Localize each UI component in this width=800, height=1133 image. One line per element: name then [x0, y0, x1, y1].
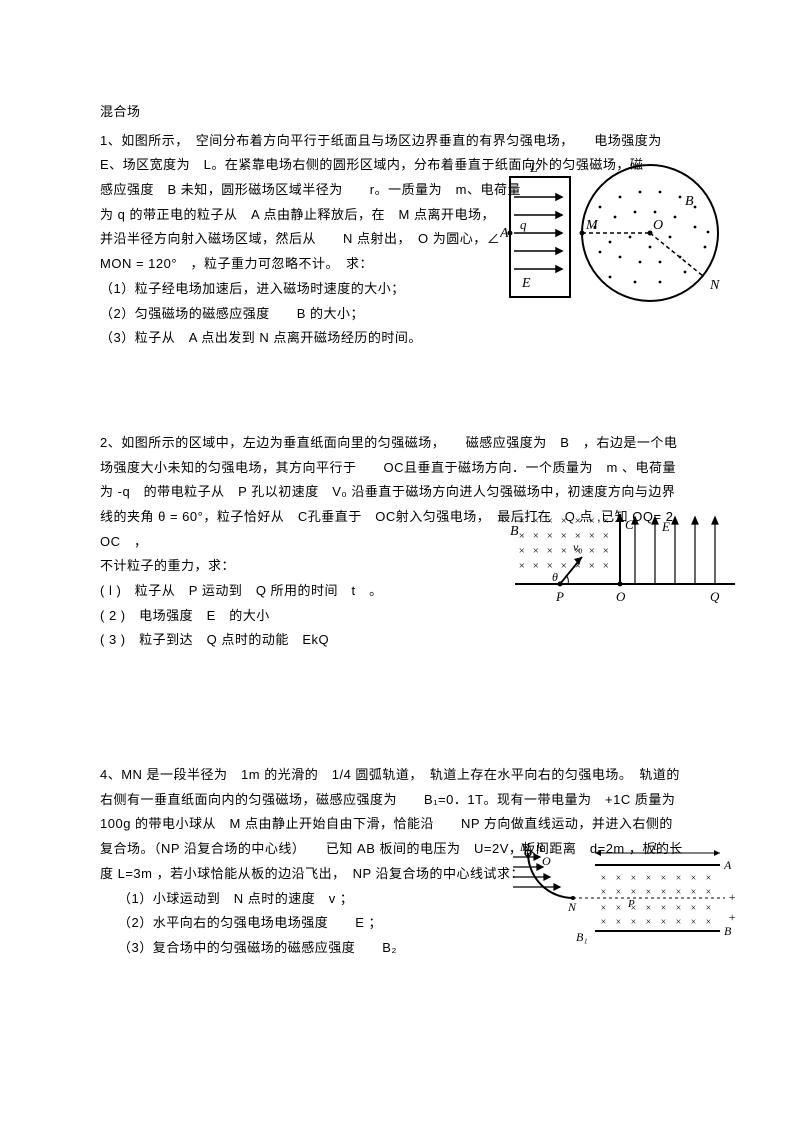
- svg-text:×: ×: [615, 887, 622, 898]
- svg-text:×: ×: [532, 560, 539, 572]
- svg-text:×: ×: [675, 917, 682, 928]
- svg-text:×: ×: [630, 917, 637, 928]
- p1-line: 1、如图所示， 空间分布着方向平行于纸面且与场区边界垂直的有界匀强电场， 电场强…: [100, 129, 700, 154]
- svg-text:×: ×: [705, 917, 712, 928]
- figure-2: ××××××× ××××××× ××××××× ×××××××: [510, 509, 740, 628]
- problem-2: 2、如图所示的区域中，左边为垂直纸面向里的匀强磁场， 磁感应强度为 B ，右边是…: [100, 431, 700, 653]
- svg-text:B: B: [510, 524, 519, 539]
- svg-text:A: A: [723, 858, 732, 872]
- section-title: 混合场: [100, 100, 700, 125]
- svg-text:×: ×: [645, 887, 652, 898]
- svg-text:×: ×: [630, 887, 637, 898]
- svg-text:×: ×: [600, 917, 607, 928]
- svg-text:×: ×: [532, 545, 539, 557]
- svg-text:q: q: [520, 217, 527, 232]
- p4-line: 4、MN 是一段半径为 1m 的光滑的 1/4 圆弧轨道， 轨道上存在水平向右的…: [100, 763, 700, 788]
- svg-text:×: ×: [690, 903, 697, 914]
- svg-text:v₀: v₀: [573, 540, 583, 554]
- svg-text:×: ×: [518, 545, 525, 557]
- p2-line: 为 -q 的带电粒子从 P 孔以初速度 V₀ 沿垂直于磁场方向进人匀强磁场中，初…: [100, 480, 700, 505]
- svg-text:E: E: [521, 276, 531, 291]
- svg-text:×: ×: [518, 530, 525, 542]
- svg-text:×: ×: [690, 873, 697, 884]
- svg-text:P: P: [555, 589, 564, 604]
- svg-text:×: ×: [600, 903, 607, 914]
- p2-line: ( 3 ) 粒子到达 Q 点时的动能 EkQ: [100, 628, 700, 653]
- svg-text:+: +: [728, 890, 736, 904]
- svg-text:Q: Q: [710, 589, 720, 604]
- svg-text:×: ×: [660, 903, 667, 914]
- problem-4: 4、MN 是一段半径为 1m 的光滑的 1/4 圆弧轨道， 轨道上存在水平向右的…: [100, 763, 700, 961]
- svg-text:×: ×: [600, 873, 607, 884]
- p1-line: （3）粒子从 A 点出发到 N 点离开磁场经历的时间。: [100, 326, 700, 351]
- svg-text:B: B: [724, 924, 732, 938]
- svg-text:×: ×: [660, 873, 667, 884]
- svg-text:×: ×: [675, 873, 682, 884]
- figure-4: ×××××××× ×××××××× ×××××××× ×××××××× M R …: [510, 843, 740, 957]
- svg-text:×: ×: [615, 873, 622, 884]
- svg-text:×: ×: [615, 903, 622, 914]
- svg-text:×: ×: [532, 515, 539, 527]
- svg-text:×: ×: [588, 530, 595, 542]
- svg-text:×: ×: [546, 515, 553, 527]
- svg-text:×: ×: [660, 887, 667, 898]
- svg-text:E: E: [661, 519, 670, 534]
- svg-text:×: ×: [602, 560, 609, 572]
- svg-text:×: ×: [602, 545, 609, 557]
- p2-line: 2、如图所示的区域中，左边为垂直纸面向里的匀强磁场， 磁感应强度为 B ，右边是…: [100, 431, 700, 456]
- svg-text:×: ×: [588, 560, 595, 572]
- svg-text:×: ×: [675, 887, 682, 898]
- svg-text:×: ×: [705, 887, 712, 898]
- svg-text:×: ×: [645, 903, 652, 914]
- p4-line: 100g 的带电小球从 M 点由静止开始自由下滑，恰能沿 NP 方向做直线运动，…: [100, 812, 700, 837]
- svg-text:O: O: [653, 218, 663, 233]
- svg-text:N: N: [567, 900, 577, 914]
- svg-text:O: O: [542, 854, 551, 868]
- svg-text:×: ×: [532, 530, 539, 542]
- svg-text:C: C: [625, 517, 634, 532]
- svg-text:×: ×: [675, 903, 682, 914]
- svg-text:×: ×: [602, 530, 609, 542]
- svg-text:L: L: [529, 161, 538, 176]
- svg-text:×: ×: [518, 515, 525, 527]
- svg-text:×: ×: [560, 515, 567, 527]
- svg-text:θ: θ: [552, 570, 558, 584]
- svg-text:×: ×: [705, 903, 712, 914]
- svg-text:P: P: [627, 898, 635, 910]
- svg-text:×: ×: [645, 873, 652, 884]
- svg-text:O: O: [616, 589, 626, 604]
- svg-text:×: ×: [630, 873, 637, 884]
- svg-text:×: ×: [690, 917, 697, 928]
- svg-text:×: ×: [602, 515, 609, 527]
- svg-text:+: +: [728, 910, 736, 924]
- svg-text:×: ×: [600, 887, 607, 898]
- svg-text:M: M: [585, 218, 599, 233]
- p4-line: 右侧有一垂直纸面向内的匀强磁场，磁感应强度为 B₁=0．1T。现有一带电量为 +…: [100, 788, 700, 813]
- svg-text:×: ×: [588, 545, 595, 557]
- svg-text:×: ×: [574, 515, 581, 527]
- svg-text:×: ×: [615, 917, 622, 928]
- svg-text:×: ×: [560, 545, 567, 557]
- svg-text:×: ×: [588, 515, 595, 527]
- svg-text:×: ×: [645, 917, 652, 928]
- svg-text:×: ×: [560, 560, 567, 572]
- svg-text:×: ×: [660, 917, 667, 928]
- svg-text:L: L: [652, 843, 659, 853]
- problem-1: 1、如图所示， 空间分布着方向平行于纸面且与场区边界垂直的有界匀强电场， 电场强…: [100, 129, 700, 351]
- p2-line: 场强度大小未知的匀强电场，其方向平行于 OC且垂直于磁场方向．一个质量为 m 、…: [100, 456, 700, 481]
- svg-text:×: ×: [518, 560, 525, 572]
- svg-text:×: ×: [690, 887, 697, 898]
- svg-text:×: ×: [560, 530, 567, 542]
- svg-text:N: N: [709, 278, 720, 293]
- svg-text:×: ×: [546, 530, 553, 542]
- svg-text:B₁: B₁: [576, 930, 588, 944]
- svg-text:B: B: [685, 194, 694, 209]
- figure-1: L A q M O B N E: [500, 157, 740, 326]
- svg-text:×: ×: [546, 545, 553, 557]
- svg-text:R: R: [535, 843, 544, 854]
- svg-text:×: ×: [705, 873, 712, 884]
